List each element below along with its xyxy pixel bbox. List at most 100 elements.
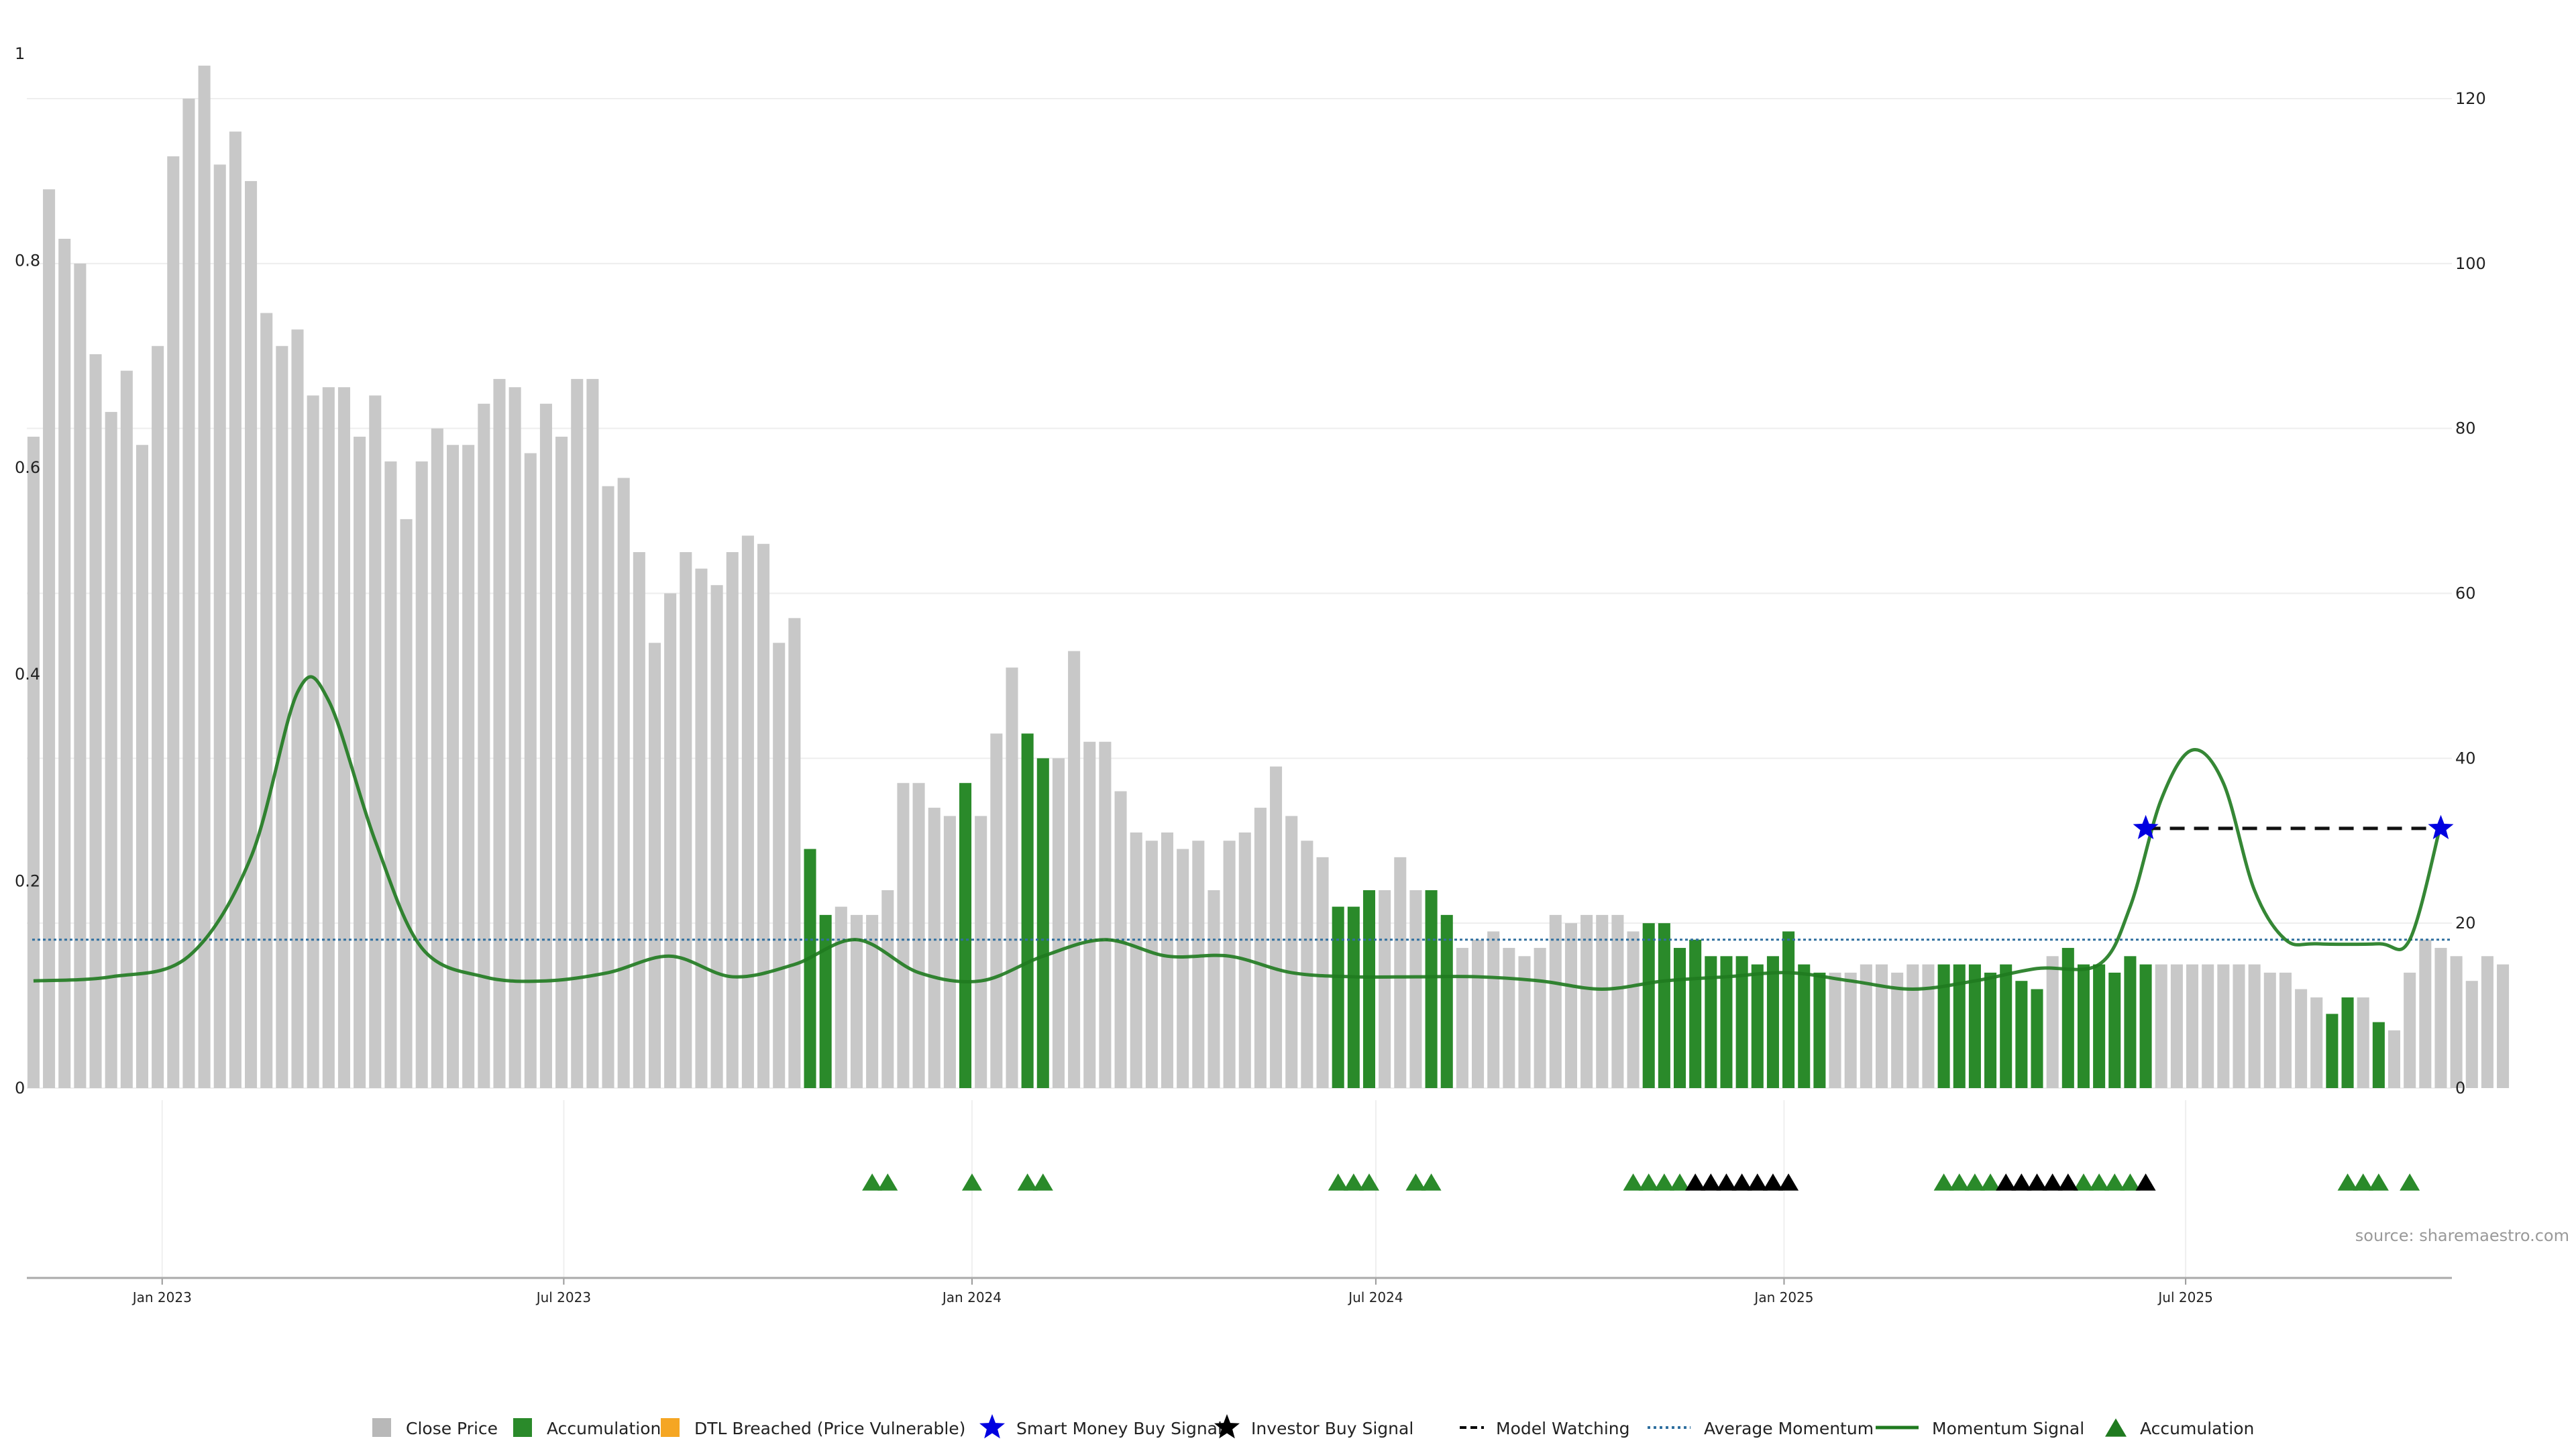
close-price-bar: [478, 403, 490, 1088]
close-price-bar: [2155, 964, 2167, 1088]
close-price-bar: [741, 535, 754, 1088]
close-price-bar: [1891, 972, 1904, 1088]
accumulation-bar: [1782, 931, 1795, 1088]
close-price-bar: [1394, 857, 1407, 1088]
accumulation-triangle: [1980, 1173, 2001, 1191]
accumulation-bar: [1751, 964, 1764, 1088]
close-price-bar: [1456, 948, 1468, 1088]
close-price-bar: [773, 643, 786, 1088]
close-price-bar: [2434, 948, 2447, 1088]
legend-label: Model Watching: [1496, 1419, 1630, 1438]
accumulation-triangle: [1343, 1173, 1364, 1191]
close-price-bar: [1829, 972, 1841, 1088]
close-price-bar: [1130, 832, 1142, 1088]
legend-label: DTL Breached (Price Vulnerable): [694, 1419, 965, 1438]
close-price-bar: [2263, 972, 2276, 1088]
close-price-bar: [276, 345, 288, 1088]
accumulation-bar: [819, 914, 832, 1088]
close-price-bar: [757, 543, 770, 1088]
close-price-bar: [2202, 964, 2214, 1088]
left-axis-tick: 0: [15, 1079, 25, 1097]
accumulation-bar: [2341, 997, 2354, 1088]
close-price-bar: [2186, 964, 2199, 1088]
left-axis-tick: 0.4: [15, 665, 40, 684]
legend-label: Smart Money Buy Signal: [1016, 1419, 1222, 1438]
accumulation-bar: [804, 849, 816, 1088]
legend-label: Average Momentum: [1704, 1419, 1874, 1438]
accumulation-triangle: [1623, 1173, 1644, 1191]
legend-item-avg: Average Momentum: [1648, 1419, 1874, 1438]
close-price-bar: [446, 445, 460, 1088]
close-price-bar: [943, 816, 956, 1088]
close-price-bar: [354, 436, 366, 1088]
accumulation-triangle: [961, 1173, 982, 1191]
investor-triangle: [1701, 1173, 1721, 1191]
right-axis-tick: 20: [2455, 914, 2476, 932]
legend-item-dtl: DTL Breached (Price Vulnerable): [661, 1418, 965, 1438]
investor-triangle: [1731, 1173, 1752, 1191]
accumulation-bar: [2000, 964, 2012, 1088]
accumulation-triangle: [1654, 1173, 1674, 1191]
accumulation-bar: [2124, 956, 2137, 1088]
accumulation-bar: [1953, 964, 1966, 1088]
accumulation-bar: [1735, 956, 1748, 1088]
close-price-bar: [2279, 972, 2292, 1088]
left-axis-tick: 1: [15, 44, 25, 63]
close-price-bar: [1254, 808, 1267, 1088]
accumulation-triangle: [1328, 1173, 1348, 1191]
close-price-bar: [2046, 956, 2059, 1088]
close-price-bar: [1052, 758, 1065, 1088]
investor-triangle: [2057, 1173, 2078, 1191]
close-price-bar: [850, 914, 863, 1088]
accumulation-triangle: [862, 1173, 883, 1191]
accumulation-bar: [1036, 758, 1049, 1088]
grid: [27, 98, 2452, 1278]
investor-triangle: [1762, 1173, 1783, 1191]
close-price-bar: [1145, 841, 1158, 1088]
close-price-bar: [1487, 931, 1500, 1088]
close-price-bar: [586, 378, 599, 1088]
signal-markers: [862, 814, 2454, 1191]
close-price-bar: [1875, 964, 1888, 1088]
x-tick-label: Jul 2025: [2157, 1289, 2212, 1305]
accumulation-bar: [1642, 923, 1655, 1088]
legend-star-icon: [979, 1414, 1005, 1439]
close-price-bar: [322, 387, 335, 1089]
accumulation-bar: [2326, 1014, 2339, 1088]
accumulation-bar: [1720, 956, 1733, 1088]
close-price-bar: [291, 329, 304, 1089]
source-label: source: sharemaestro.com: [2355, 1226, 2569, 1245]
accumulation-bar: [1362, 890, 1376, 1088]
accumulation-bar: [1332, 906, 1344, 1088]
close-price-bar: [2450, 956, 2463, 1088]
close-price-bar: [788, 618, 801, 1088]
axes: 0 20 40 60 80 100 120 0 0.2 0.4 0.6 0.8 1 Jan 2023 Jul…: [15, 44, 2486, 1305]
left-axis-tick: 0.2: [15, 872, 40, 891]
close-price-bar: [1580, 914, 1593, 1088]
legend: Close Price Accumulation DTL Breached (Pri…: [372, 1414, 2254, 1439]
right-axis-tick: 80: [2455, 419, 2476, 438]
close-price-bar: [307, 395, 319, 1088]
close-price-bar: [975, 816, 987, 1088]
close-price-bar: [1208, 890, 1220, 1088]
accumulation-bar: [1798, 964, 1811, 1088]
close-price-bar: [1409, 890, 1422, 1088]
close-price-bar: [1006, 667, 1018, 1088]
close-price-bar: [136, 445, 149, 1088]
line-series: [32, 675, 2452, 991]
close-price-bar: [1099, 741, 1112, 1088]
close-price-bar: [835, 906, 847, 1088]
close-price-bar: [400, 519, 413, 1088]
momentum-signal-line: [33, 675, 2443, 991]
close-price-bar: [415, 461, 428, 1088]
accumulation-triangle: [1017, 1173, 1038, 1191]
close-price-bar: [524, 453, 537, 1088]
close-price-bar: [710, 585, 723, 1088]
legend-item-acc_marker: Accumulation: [2105, 1418, 2254, 1438]
legend-label: Close Price: [406, 1419, 498, 1438]
legend-swatch: [513, 1418, 532, 1437]
accumulation-triangle: [1358, 1173, 1379, 1191]
close-price-bar: [1161, 832, 1174, 1088]
legend-swatch: [661, 1418, 680, 1437]
close-price-bar: [1301, 841, 1313, 1088]
